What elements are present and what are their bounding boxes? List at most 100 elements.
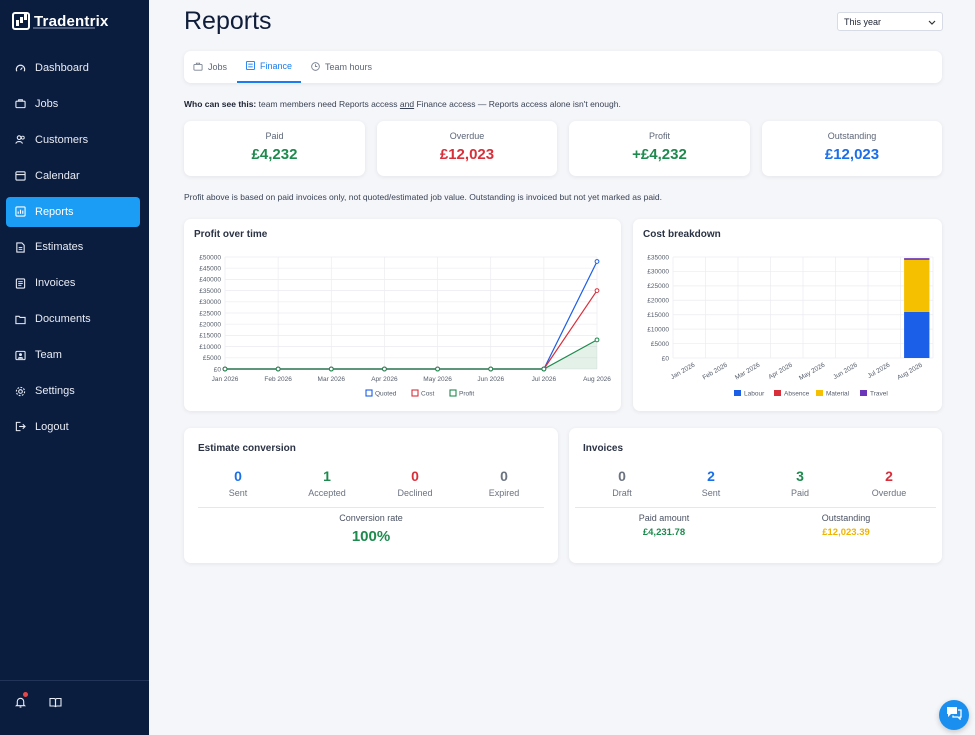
- profit-chart-title: Profit over time: [194, 229, 268, 240]
- x-tick-label: Aug 2026: [583, 376, 611, 383]
- y-tick-label: £10000: [199, 344, 221, 351]
- tab-team-hours[interactable]: Team hours: [302, 51, 381, 83]
- access-notice: Who can see this: team members need Repo…: [184, 99, 621, 109]
- y-tick-label: £45000: [199, 266, 221, 273]
- legend-swatch-labour: [734, 390, 741, 396]
- sidebar-item-label: Reports: [35, 205, 74, 218]
- profit-note: Profit above is based on paid invoices o…: [184, 192, 663, 202]
- book-icon[interactable]: [49, 695, 62, 713]
- sidebar-item-invoices[interactable]: Invoices: [6, 268, 140, 298]
- stat-label: Overdue: [871, 488, 907, 498]
- bar-material: [904, 259, 930, 312]
- logo-icon: [12, 12, 30, 30]
- data-point: [382, 366, 387, 372]
- paid-amount-label: Paid amount: [638, 513, 690, 523]
- list-icon: [246, 60, 255, 72]
- sidebar-item-team[interactable]: Team: [6, 340, 140, 370]
- invoice-stat-sent: 2 Sent: [671, 468, 751, 498]
- stat-value: 0: [411, 468, 419, 484]
- notification-dot: [23, 692, 28, 697]
- sidebar-nav: Dashboard Jobs Customers Calendar Report…: [6, 53, 140, 448]
- x-tick-label: Feb 2026: [264, 376, 292, 383]
- legend-label: Labour: [744, 391, 765, 398]
- conversion-rate: Conversion rate 100%: [184, 513, 558, 545]
- y-tick-label: £0: [214, 366, 222, 373]
- legend-swatch-profit: [449, 389, 457, 397]
- sidebar-item-reports[interactable]: Reports: [6, 196, 140, 227]
- kpi-label: Outstanding: [827, 131, 877, 141]
- sidebar: Tradentrix Dashboard Jobs Customers Cal: [0, 0, 149, 735]
- x-tick-label: Apr 2026: [371, 376, 398, 383]
- y-tick-label: £5000: [651, 341, 669, 348]
- bar-labour: [904, 311, 930, 358]
- outstanding-amount-value: £12,023.39: [822, 527, 870, 538]
- sidebar-item-label: Invoices: [35, 277, 76, 290]
- x-tick-label: Apr 2026: [767, 361, 794, 380]
- x-tick-label: Jul 2026: [532, 376, 557, 383]
- clock-icon: [311, 61, 320, 73]
- tab-label: Finance: [260, 61, 293, 71]
- legend-label: Cost: [421, 391, 435, 398]
- stat-value: 2: [707, 468, 715, 484]
- y-tick-label: £0: [662, 355, 670, 362]
- estimate-stat-declined: 0 Declined: [375, 468, 455, 498]
- sidebar-item-calendar[interactable]: Calendar: [6, 161, 140, 191]
- chat-icon: [946, 706, 962, 725]
- team-icon: [15, 350, 26, 361]
- series-line-cost: [225, 290, 598, 370]
- series-line-profit: [225, 339, 598, 370]
- stat-label: Sent: [228, 488, 248, 498]
- y-tick-label: £30000: [199, 299, 221, 306]
- x-tick-label: Jul 2026: [866, 361, 891, 380]
- calendar-icon: [15, 170, 26, 181]
- notifications-bell-icon[interactable]: [15, 692, 28, 708]
- x-tick-label: Mar 2026: [318, 376, 346, 383]
- tab-jobs[interactable]: Jobs: [184, 51, 236, 83]
- profit-chart-card: Profit over time £0 £5000 £10000 £15000 £200…: [184, 219, 621, 411]
- estimate-stat-sent: 0 Sent: [198, 468, 278, 498]
- stat-label: Declined: [397, 488, 433, 498]
- stat-value: 0: [618, 468, 626, 484]
- report-icon: [15, 206, 26, 217]
- estimate-stat-accepted: 1 Accepted: [287, 468, 367, 498]
- sidebar-item-settings[interactable]: Settings: [6, 376, 140, 406]
- kpi-label: Overdue: [449, 131, 485, 141]
- outstanding-amount: Outstanding £12,023.39: [781, 513, 911, 538]
- tab-finance[interactable]: Finance: [237, 51, 302, 83]
- kpi-value: £12,023: [439, 146, 495, 163]
- data-point: [594, 288, 600, 293]
- data-point: [222, 366, 228, 372]
- x-tick-label: Jan 2026: [212, 376, 239, 383]
- brand[interactable]: Tradentrix: [12, 12, 109, 30]
- x-tick-label: Jan 2026: [670, 361, 697, 381]
- sidebar-item-estimates[interactable]: Estimates: [6, 232, 140, 262]
- invoices-card: Invoices 0 Draft 2 Sent 3 Paid 2 Overdue…: [569, 428, 942, 563]
- data-point: [328, 366, 334, 372]
- sidebar-item-logout[interactable]: Logout: [6, 412, 140, 442]
- folder-icon: [15, 314, 26, 325]
- stat-label: Paid: [790, 488, 809, 498]
- y-tick-label: £10000: [647, 326, 669, 333]
- sidebar-item-customers[interactable]: Customers: [6, 125, 140, 155]
- sidebar-footer: [0, 680, 149, 708]
- estimate-conversion-card: Estimate conversion 0 Sent 1 Accepted 0 …: [184, 428, 558, 563]
- estimate-stat-expired: 0 Expired: [464, 468, 544, 498]
- cost-chart-card: Cost breakdown £0 £5000 £10000 £15000 £20000…: [633, 219, 942, 411]
- legend-label: Absence: [784, 391, 810, 398]
- x-tick-label: Feb 2026: [701, 361, 729, 381]
- sidebar-item-dashboard[interactable]: Dashboard: [6, 53, 140, 83]
- report-tabs: Jobs Finance Team hours: [184, 51, 942, 83]
- invoice-stat-paid: 3 Paid: [760, 468, 840, 498]
- period-select[interactable]: This year: [837, 12, 943, 31]
- kpi-value: +£4,232: [632, 146, 687, 163]
- legend-swatch-travel: [860, 390, 867, 396]
- y-tick-label: £35000: [647, 254, 669, 261]
- kpi-label: Paid: [265, 131, 284, 141]
- bar-travel: [904, 258, 930, 260]
- sidebar-item-label: Settings: [35, 385, 75, 398]
- briefcase-icon: [193, 62, 203, 73]
- chat-support-button[interactable]: [939, 700, 969, 730]
- brand-name: Tradentrix: [34, 12, 109, 30]
- sidebar-item-documents[interactable]: Documents: [6, 304, 140, 334]
- sidebar-item-jobs[interactable]: Jobs: [6, 89, 140, 119]
